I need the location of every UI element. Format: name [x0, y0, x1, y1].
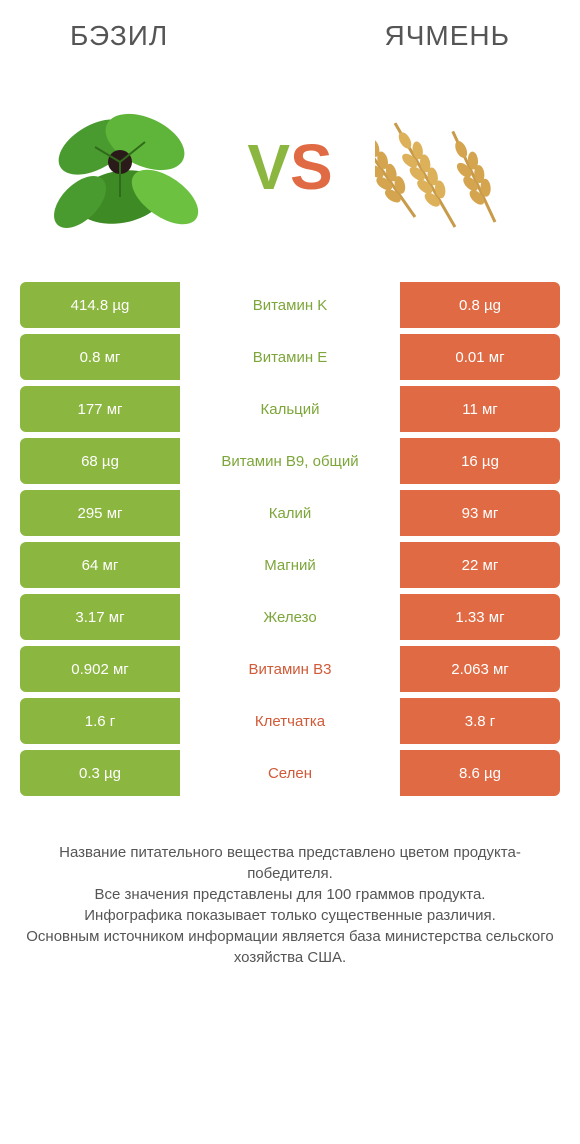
footer-line4: Основным источником информации является …	[25, 926, 555, 968]
cell-right: 1.33 мг	[400, 594, 560, 640]
image-barley	[370, 82, 550, 252]
table-row: 0.3 µgСелен8.6 µg	[20, 750, 560, 796]
table-row: 295 мгКалий93 мг	[20, 490, 560, 536]
footer-line1: Название питательного вещества представл…	[25, 842, 555, 884]
cell-right: 16 µg	[400, 438, 560, 484]
table-row: 1.6 гКлетчатка3.8 г	[20, 698, 560, 744]
cell-mid: Селен	[180, 750, 400, 796]
table-row: 0.8 мгВитамин E0.01 мг	[20, 334, 560, 380]
cell-left: 0.902 мг	[20, 646, 180, 692]
footer-line3: Инфографика показывает только существенн…	[25, 905, 555, 926]
cell-mid: Клетчатка	[180, 698, 400, 744]
cell-left: 3.17 мг	[20, 594, 180, 640]
cell-right: 2.063 мг	[400, 646, 560, 692]
table-row: 64 мгМагний22 мг	[20, 542, 560, 588]
table-row: 68 µgВитамин B9, общий16 µg	[20, 438, 560, 484]
table-row: 3.17 мгЖелезо1.33 мг	[20, 594, 560, 640]
vs-v: V	[247, 131, 290, 203]
comparison-table: 414.8 µgВитамин K0.8 µg0.8 мгВитамин E0.…	[0, 282, 580, 796]
footer-notes: Название питательного вещества представл…	[0, 802, 580, 988]
cell-left: 68 µg	[20, 438, 180, 484]
cell-left: 177 мг	[20, 386, 180, 432]
vs-label: VS	[247, 130, 332, 204]
table-row: 0.902 мгВитамин B32.063 мг	[20, 646, 560, 692]
footer-line2: Все значения представлены для 100 граммо…	[25, 884, 555, 905]
cell-right: 3.8 г	[400, 698, 560, 744]
cell-mid: Витамин E	[180, 334, 400, 380]
cell-left: 1.6 г	[20, 698, 180, 744]
cell-left: 414.8 µg	[20, 282, 180, 328]
vs-s: S	[290, 131, 333, 203]
cell-left: 0.3 µg	[20, 750, 180, 796]
cell-right: 93 мг	[400, 490, 560, 536]
cell-left: 64 мг	[20, 542, 180, 588]
cell-right: 11 мг	[400, 386, 560, 432]
cell-right: 8.6 µg	[400, 750, 560, 796]
cell-mid: Железо	[180, 594, 400, 640]
table-row: 177 мгКальций11 мг	[20, 386, 560, 432]
cell-right: 0.8 µg	[400, 282, 560, 328]
cell-mid: Калий	[180, 490, 400, 536]
cell-right: 22 мг	[400, 542, 560, 588]
cell-mid: Магний	[180, 542, 400, 588]
cell-right: 0.01 мг	[400, 334, 560, 380]
title-right: ЯЧМЕНЬ	[385, 20, 510, 52]
cell-mid: Витамин B3	[180, 646, 400, 692]
cell-mid: Витамин B9, общий	[180, 438, 400, 484]
image-basil	[30, 82, 210, 252]
table-row: 414.8 µgВитамин K0.8 µg	[20, 282, 560, 328]
title-left: БЭЗИЛ	[70, 20, 168, 52]
cell-mid: Кальций	[180, 386, 400, 432]
cell-left: 0.8 мг	[20, 334, 180, 380]
cell-mid: Витамин K	[180, 282, 400, 328]
cell-left: 295 мг	[20, 490, 180, 536]
